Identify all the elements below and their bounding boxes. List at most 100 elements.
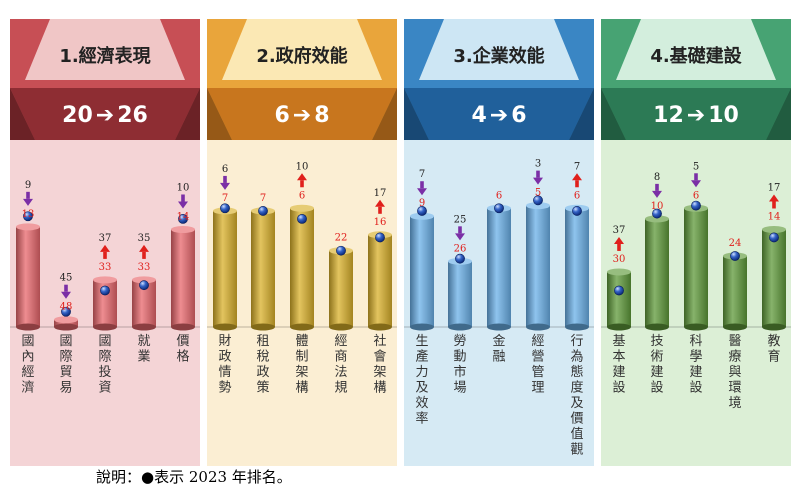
bar-base — [762, 323, 786, 331]
marker-2023 — [258, 206, 268, 216]
rank-arrow-icon: ➔ — [687, 103, 705, 128]
value-2023: 8 — [654, 172, 660, 183]
marker-2023 — [297, 213, 307, 224]
rank-arrow-icon: ➔ — [96, 103, 114, 128]
bar — [762, 229, 786, 327]
panel-header-top — [616, 19, 776, 80]
panel-title: 4.基礎建設 — [650, 45, 742, 67]
category-label: 教育 — [767, 333, 780, 365]
bar-group: 7 6 財政情勢 — [213, 164, 237, 396]
arrow-down-icon — [61, 291, 71, 299]
bar-base — [448, 323, 472, 331]
panel-rank-band — [404, 88, 594, 140]
rank-2023: 8 — [314, 103, 329, 128]
value-2024: 14 — [177, 211, 190, 222]
bar-cap — [132, 276, 156, 284]
value-2024: 26 — [454, 243, 467, 254]
arrow-down-icon — [652, 190, 662, 198]
marker-2023 — [417, 206, 427, 216]
bar — [645, 218, 669, 327]
value-2024: 6 — [693, 190, 699, 201]
arrow-down-icon — [417, 188, 427, 196]
category-label: 經商法規 — [334, 334, 347, 396]
rank-2023: 26 — [117, 103, 148, 128]
rank-2023: 10 — [708, 103, 739, 128]
value-2024: 10 — [651, 201, 664, 212]
bar-group: 24 醫療與環境 — [723, 238, 747, 411]
bar-cap — [526, 202, 550, 210]
bar-group: 6 金融 — [487, 190, 511, 365]
marker-2023 — [533, 195, 543, 206]
category-label: 科學建設 — [689, 334, 702, 396]
bar-base — [132, 323, 156, 331]
bar — [16, 226, 40, 327]
category-label: 價格 — [176, 334, 189, 365]
marker-2023 — [100, 285, 110, 296]
marker-2023 — [691, 200, 701, 211]
marker-2023 — [375, 232, 385, 243]
bar-base — [251, 323, 275, 331]
marker-2023 — [769, 232, 779, 243]
bar-group: 6 5 科學建設 — [684, 161, 708, 396]
value-2024: 6 — [299, 190, 305, 201]
marker-2023 — [220, 203, 230, 214]
panel-header-top — [222, 19, 382, 80]
bar — [684, 208, 708, 327]
bar-cap — [16, 223, 40, 231]
value-2024: 6 — [496, 190, 502, 201]
value-2023: 37 — [613, 225, 626, 236]
marker-2023 — [139, 280, 149, 291]
value-2024: 48 — [60, 302, 73, 313]
arrow-up-icon — [297, 173, 307, 181]
arrow-down-icon — [178, 201, 188, 209]
bar-base — [213, 323, 237, 331]
value-2024: 14 — [768, 211, 781, 222]
value-2024: 6 — [574, 190, 580, 201]
panel-rank-change: 12 ➔ 10 — [653, 103, 739, 128]
arrow-down-icon — [220, 182, 230, 190]
bar-group: 14 10 價格 — [171, 182, 195, 365]
category-label: 財政情勢 — [218, 334, 231, 396]
bar — [251, 210, 275, 327]
value-2023: 3 — [535, 159, 541, 170]
value-2024: 7 — [222, 193, 228, 204]
value-2024: 22 — [335, 233, 348, 244]
marker-2023 — [572, 206, 582, 216]
rank-2023: 6 — [511, 103, 526, 128]
bar-group: 16 17 社會架構 — [368, 188, 392, 396]
value-2023: 9 — [25, 180, 31, 191]
category-label: 基本建設 — [612, 334, 625, 396]
bar-group: 48 45 國際貿易 — [54, 273, 78, 396]
bar-group: 30 37 基本建設 — [607, 225, 631, 396]
rank-arrow-icon: ➔ — [293, 103, 311, 128]
bar-group: 33 37 國際投資 — [93, 233, 117, 396]
bar-base — [410, 323, 434, 331]
category-label: 就業 — [137, 334, 150, 365]
bar-base — [607, 323, 631, 331]
panel-header-top — [25, 19, 185, 80]
category-label: 國際投資 — [98, 334, 111, 396]
value-2024: 24 — [729, 238, 742, 249]
value-2023: 25 — [454, 214, 467, 225]
bar-cap — [93, 276, 117, 284]
category-label: 體制架構 — [295, 334, 308, 396]
arrow-up-icon — [100, 244, 110, 252]
value-2024: 33 — [138, 262, 151, 273]
bar-group: 33 35 就業 — [132, 233, 156, 365]
panel-rank-band — [601, 88, 791, 140]
bar-base — [684, 323, 708, 331]
bar — [329, 250, 353, 327]
bar-base — [645, 323, 669, 331]
marker-2023 — [494, 203, 504, 214]
value-2024: 16 — [374, 217, 387, 228]
value-2023: 17 — [374, 188, 387, 199]
arrow-up-icon — [572, 173, 582, 181]
value-2024: 7 — [260, 193, 266, 204]
bar-cap — [290, 204, 314, 212]
arrow-down-icon — [691, 180, 701, 188]
bar-group: 13 9 國內經濟 — [16, 180, 40, 396]
bar-group: 14 17 教育 — [762, 182, 786, 365]
